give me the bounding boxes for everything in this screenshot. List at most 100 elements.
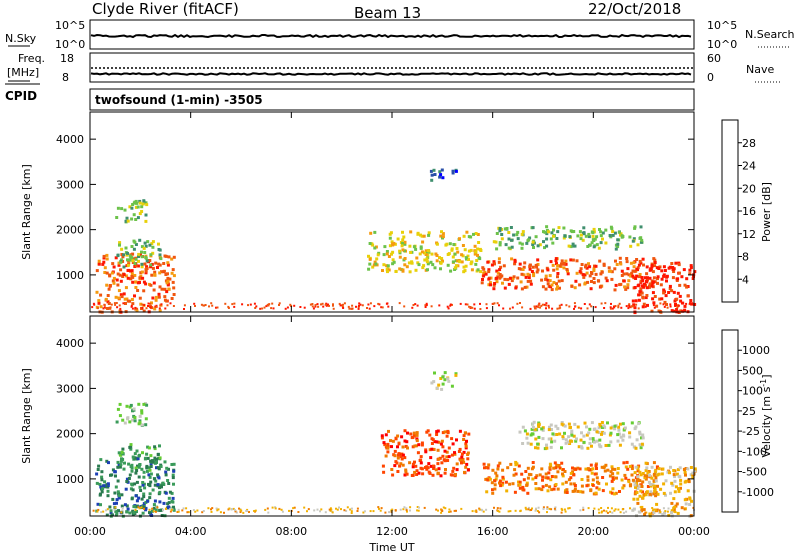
power-ground-cell [496, 302, 499, 305]
power-cell [628, 235, 632, 239]
velocity-ground-cell [405, 507, 408, 510]
power-cell [650, 284, 654, 288]
velocity-ground-cell [600, 507, 603, 509]
velocity-cell [611, 425, 615, 429]
power-cell [425, 257, 429, 261]
power-ground-cell [534, 307, 537, 310]
power-cell [610, 270, 614, 274]
power-ground-cell [249, 303, 252, 306]
nave-label: Nave [746, 63, 774, 76]
power-cell [632, 261, 636, 265]
velocity-cell [567, 435, 571, 439]
velocity-cell [410, 474, 414, 477]
power-cell [140, 210, 144, 213]
velocity-cell [113, 470, 117, 474]
power-ground-cell [609, 307, 612, 310]
freq-label-2: [MHz] [7, 66, 39, 79]
power-cell [573, 286, 577, 290]
velocity-cell [437, 383, 441, 387]
velocity-cell [137, 422, 141, 426]
velocity-ground-cell [601, 510, 603, 513]
velocity-cell [537, 487, 541, 491]
velocity-ground-cell [292, 507, 295, 510]
power-ground-cell [368, 307, 371, 310]
power-ground-cell [665, 303, 668, 306]
velocity-ground-cell [641, 508, 644, 511]
power-cell [132, 201, 136, 205]
velocity-cell [652, 461, 656, 465]
velocity-ground-cell [350, 507, 353, 510]
velocity-cell [130, 497, 134, 501]
velocity-cell [659, 487, 663, 491]
velocity-ground-cell [423, 506, 426, 509]
power-cell [430, 178, 434, 182]
power-cell [613, 267, 617, 271]
velocity-cell [514, 460, 518, 464]
power-ground-cell [540, 304, 543, 307]
velocity-cell [393, 464, 397, 468]
power-cell [637, 283, 641, 287]
power-cell [452, 243, 456, 246]
velocity-cell [618, 490, 621, 493]
velocity-cell [483, 466, 486, 470]
velocity-cell [534, 437, 538, 441]
velocity-cell [602, 424, 606, 428]
velocity-ground-cell [186, 511, 189, 514]
power-cell [545, 232, 549, 236]
velocity-cell [558, 432, 562, 436]
power-cell [138, 276, 142, 280]
power-cell [507, 237, 511, 241]
velocity-ground-cell [672, 506, 675, 509]
velocity-cell [672, 508, 676, 512]
power-cell [531, 226, 535, 230]
velocity-ground-cell [266, 507, 269, 510]
power-cell [641, 279, 645, 282]
velocity-cell [133, 456, 137, 460]
power-cell [685, 285, 689, 289]
velocity-cell [547, 437, 551, 441]
power-cell [643, 276, 647, 280]
velocity-cell [590, 444, 593, 448]
velocity-cell [531, 477, 535, 481]
velocity-cell [155, 461, 158, 464]
velocity-cell [432, 380, 436, 384]
velocity-ground-cell [202, 510, 205, 512]
power-cell [530, 270, 534, 273]
velocity-ground-cell [307, 508, 310, 511]
velocity-cell [447, 455, 451, 459]
velocity-cell [441, 454, 445, 458]
power-cell [114, 295, 118, 299]
power-ground-cell [119, 307, 122, 310]
velocity-cell [565, 488, 569, 492]
power-ground-cell [200, 303, 203, 306]
velocity-cell [504, 480, 508, 484]
velocity-cell [146, 456, 150, 460]
power-cell [581, 238, 585, 242]
velocity-ground-cell [245, 509, 248, 512]
power-cell [466, 254, 470, 258]
velocity-cell [644, 461, 648, 465]
velocity-cell [524, 470, 528, 473]
power-cell [652, 257, 656, 261]
velocity-ground-cell [416, 506, 419, 508]
velocity-cell [638, 479, 642, 483]
velocity-ground-cell [537, 506, 540, 509]
velocity-cell [545, 446, 549, 450]
velocity-cell [412, 431, 416, 435]
power-ground-cell [154, 305, 157, 308]
velocity-cell [145, 464, 149, 468]
power-cell [420, 250, 424, 254]
velocity-cell [534, 482, 538, 485]
power-cell [438, 175, 442, 179]
power-ground-cell [303, 306, 306, 309]
power-cell [166, 261, 170, 265]
power-cell [141, 202, 145, 206]
power-colorbar-tick-label: 28 [742, 137, 756, 150]
velocity-cell [556, 470, 560, 474]
power-cell [602, 262, 606, 266]
power-cell [585, 271, 589, 275]
power-cell [431, 263, 435, 267]
velocity-ytick-label: 2000 [56, 428, 84, 441]
power-ground-cell [468, 305, 471, 308]
